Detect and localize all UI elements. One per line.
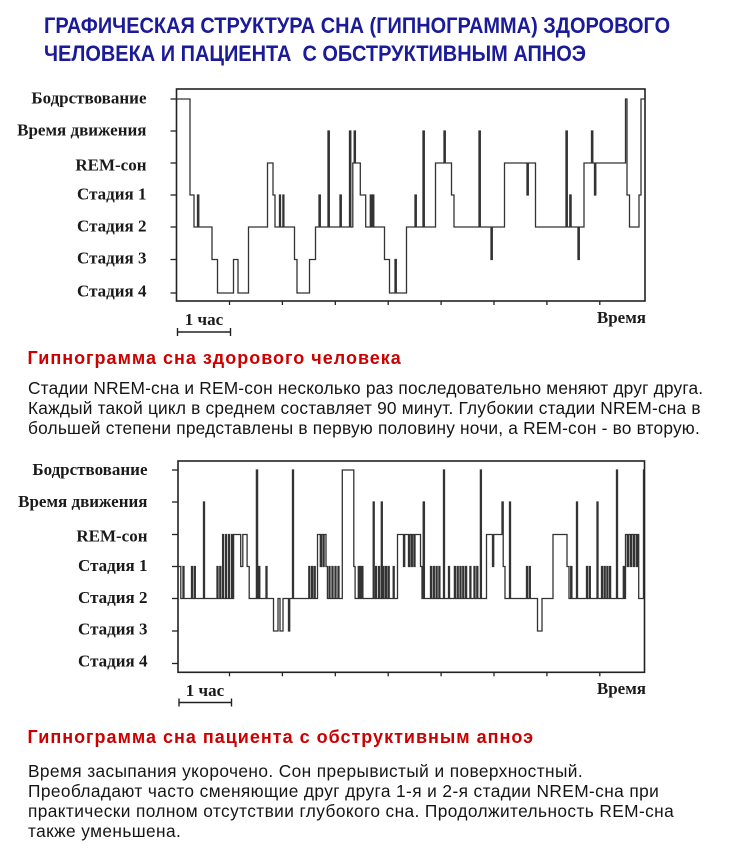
- svg-text:Бодрствование: Бодрствование: [32, 460, 148, 479]
- svg-text:Стадия 3: Стадия 3: [77, 248, 146, 267]
- svg-text:Стадия 3: Стадия 3: [78, 620, 147, 639]
- svg-text:Стадия 2: Стадия 2: [77, 217, 146, 236]
- svg-text:Время: Время: [597, 679, 646, 698]
- svg-text:Стадия 4: Стадия 4: [77, 281, 147, 300]
- svg-text:REM-сон: REM-сон: [75, 155, 146, 174]
- svg-text:Стадия 2: Стадия 2: [78, 588, 147, 607]
- svg-text:Стадия 1: Стадия 1: [78, 556, 147, 575]
- svg-text:Стадия 4: Стадия 4: [78, 652, 148, 671]
- svg-text:Время движения: Время движения: [18, 492, 147, 511]
- svg-text:Стадия 1: Стадия 1: [77, 184, 146, 203]
- svg-text:1 час: 1 час: [186, 681, 225, 700]
- svg-text:Бодрствование: Бодрствование: [31, 88, 147, 107]
- svg-text:REM-сон: REM-сон: [76, 526, 147, 545]
- svg-text:1 час: 1 час: [185, 310, 224, 329]
- svg-text:Время: Время: [597, 308, 646, 327]
- svg-text:Время движения: Время движения: [17, 120, 146, 139]
